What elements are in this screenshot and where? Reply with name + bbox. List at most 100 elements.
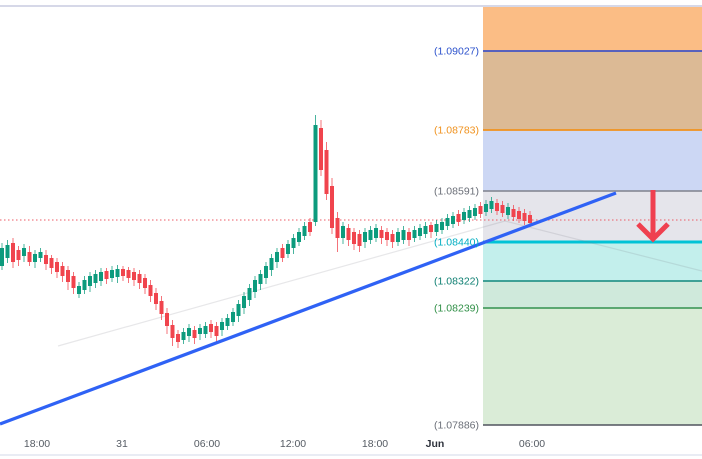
time-axis-label-0600-532: 06:00 — [519, 438, 545, 450]
candle — [115, 269, 120, 277]
trendline[interactable] — [0, 191, 617, 426]
candle — [77, 286, 81, 294]
candle — [214, 326, 219, 336]
candle — [500, 205, 505, 213]
candle — [418, 228, 422, 236]
candle — [423, 226, 428, 234]
time-axis-label-jun-435: Jun — [426, 438, 445, 450]
candle — [0, 248, 4, 266]
price-level-label: (1.08322) — [434, 276, 479, 288]
candle — [495, 203, 499, 211]
candle — [38, 252, 43, 258]
candle — [374, 228, 378, 238]
candle — [209, 324, 213, 332]
candle — [27, 252, 32, 262]
candle — [324, 150, 329, 194]
candle — [308, 222, 312, 232]
candle — [187, 328, 191, 336]
candle — [286, 244, 290, 254]
candle — [462, 212, 466, 220]
candle — [55, 262, 59, 272]
candle — [258, 274, 263, 284]
candle — [319, 128, 323, 170]
price-level-label: (1.07886) — [434, 420, 479, 432]
candle — [429, 225, 433, 232]
candle — [434, 224, 439, 232]
candle — [165, 313, 169, 326]
faint-trendline-2[interactable] — [504, 220, 702, 272]
price-level-label: (1.08239) — [434, 303, 479, 315]
candle — [154, 293, 158, 304]
candle — [522, 213, 527, 221]
candle — [346, 228, 351, 240]
price-zone-3[interactable] — [483, 130, 702, 191]
candle — [297, 232, 301, 242]
candle — [390, 234, 395, 242]
price-level-label: (1.09027) — [434, 46, 479, 58]
candle — [93, 274, 98, 283]
candle — [313, 125, 318, 222]
candle — [264, 266, 268, 278]
candle — [60, 266, 65, 276]
candle — [368, 230, 373, 240]
candle — [407, 232, 411, 240]
faint-trendline-1[interactable] — [57, 220, 506, 347]
candle — [456, 214, 461, 222]
candle — [363, 232, 367, 242]
price-zone-1[interactable] — [483, 7, 702, 51]
time-axis-label-0600-207: 06:00 — [194, 438, 220, 450]
price-zone-6[interactable] — [483, 281, 702, 308]
price-zone-7[interactable] — [483, 308, 702, 425]
candle — [412, 230, 417, 238]
candle — [253, 280, 257, 292]
candle — [126, 270, 131, 278]
price-zone-5[interactable] — [483, 242, 702, 281]
candle — [478, 206, 483, 214]
candle — [330, 186, 334, 228]
time-axis-label-1800-37: 18:00 — [24, 438, 50, 450]
candle — [379, 230, 384, 238]
candle — [88, 276, 92, 286]
candle — [49, 258, 54, 268]
candle — [181, 332, 186, 340]
price-zone-4[interactable] — [483, 191, 702, 242]
candle — [220, 322, 224, 330]
candle — [302, 226, 307, 236]
candle — [16, 250, 21, 260]
candle — [132, 272, 136, 280]
candle — [143, 278, 147, 288]
time-axis-label-1200-293: 12:00 — [280, 438, 306, 450]
candle — [484, 204, 488, 212]
candle — [451, 216, 455, 224]
candle — [280, 248, 285, 258]
candle — [176, 334, 180, 342]
candle — [170, 325, 175, 338]
candle — [242, 296, 246, 308]
price-level-label: (1.08591) — [434, 186, 479, 198]
candle — [275, 252, 279, 262]
price-level-label: (1.08783) — [434, 125, 479, 137]
candle — [225, 318, 230, 326]
candle — [71, 276, 76, 288]
candle — [357, 234, 362, 246]
candle — [445, 218, 450, 226]
candle — [5, 245, 10, 258]
candle — [467, 210, 472, 218]
candle — [511, 209, 516, 217]
candle — [192, 330, 197, 338]
candle — [506, 207, 510, 215]
candle — [352, 232, 356, 244]
candle — [396, 232, 400, 242]
candle — [66, 270, 70, 282]
down-arrow-head[interactable] — [636, 222, 670, 243]
time-axis-label-31-122: 31 — [116, 438, 128, 450]
candle — [269, 258, 274, 270]
candle — [401, 230, 406, 240]
candle — [159, 301, 164, 314]
price-zone-2[interactable] — [483, 51, 702, 130]
candle — [121, 269, 125, 276]
candle — [33, 254, 37, 262]
candle — [22, 248, 26, 256]
